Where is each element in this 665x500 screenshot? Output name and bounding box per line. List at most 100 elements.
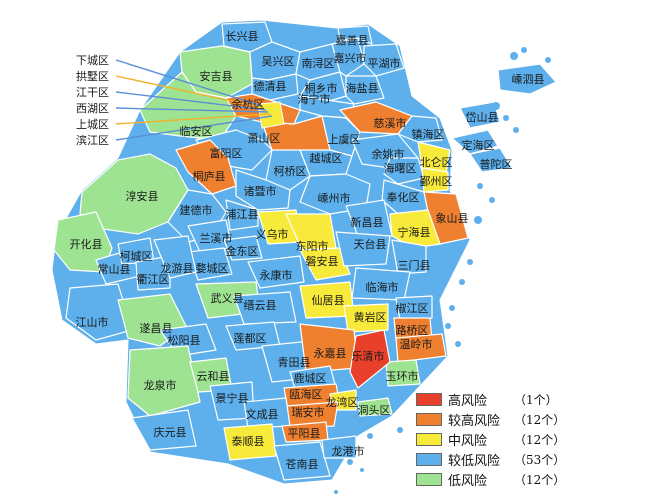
region-panan[interactable] — [299, 247, 351, 281]
region-label-jiashan: 嘉善县 — [336, 33, 369, 47]
region-haishu[interactable] — [383, 157, 425, 185]
region-label-tonglu: 桐庐县 — [193, 169, 226, 183]
legend-label: 较高风险 — [448, 414, 501, 429]
region-label-cixi: 慈溪市 — [374, 116, 407, 130]
region-label-changshan: 常山县 — [98, 263, 131, 276]
region-label-jiaojiang: 椒江区 — [396, 301, 429, 315]
region-label-wencheng: 文成县 — [246, 407, 279, 421]
legend: 高风险 （1个） 较高风险 （12个） 中风险 （12个） 较低风险 （53个）… — [416, 391, 576, 491]
region-zhuji[interactable] — [235, 169, 291, 211]
callout-leader — [115, 115, 273, 141]
region-label-cangnan: 苍南县 — [286, 458, 319, 471]
region-label-linan: 临安区 — [180, 124, 213, 138]
region-tongxiang[interactable] — [299, 71, 347, 105]
region-label-ruian: 瑞安市 — [292, 405, 325, 419]
legend-swatch-high — [416, 393, 442, 406]
region-label-luqiao: 路桥区 — [396, 324, 429, 337]
region-haiyan[interactable] — [345, 75, 385, 105]
region-pujiang[interactable] — [225, 199, 259, 231]
region-huangyan[interactable] — [343, 303, 389, 333]
legend-row-mid-low: 较低风险 （53个） — [416, 451, 565, 469]
region-longquan[interactable] — [127, 345, 201, 417]
region-label-anji: 安吉县 — [200, 69, 233, 83]
region-label-wuyi: 武义县 — [211, 292, 244, 305]
region-qingyuan[interactable] — [131, 409, 197, 451]
region-daishan[interactable] — [459, 101, 501, 129]
region-zhenhai[interactable] — [397, 115, 443, 143]
region-label-lanxi: 兰溪市 — [200, 231, 233, 245]
region-label-dongyang: 东阳市 — [296, 239, 329, 253]
island-fragment — [397, 427, 403, 433]
region-yuhuan[interactable] — [385, 359, 421, 387]
region-qujiang[interactable] — [135, 255, 171, 291]
region-xiangshan[interactable] — [423, 191, 469, 245]
region-dinghai[interactable] — [451, 129, 499, 155]
region-taishun[interactable] — [223, 423, 277, 461]
hangzhou-core-districts — [257, 101, 285, 129]
region-putuo[interactable] — [469, 147, 513, 173]
island-fragment — [521, 47, 527, 53]
legend-row-high: 高风险 （1个） — [416, 391, 558, 409]
region-label-yinzhou: 鄞州区 — [420, 175, 453, 188]
region-label-pujiang: 浦江县 — [226, 208, 259, 221]
region-label-nanxun: 南浔区 — [302, 57, 335, 70]
island-fragment — [347, 459, 353, 465]
region-yueqing[interactable] — [349, 329, 391, 389]
region-label-linhai: 临海市 — [366, 280, 399, 294]
region-jindong[interactable] — [223, 235, 263, 261]
region-label-haining: 海宁市 — [298, 92, 331, 106]
region-label-pingyang: 平阳县 — [288, 427, 321, 440]
callout-label: 滨江区 — [76, 133, 109, 147]
legend-count: （12个） — [514, 473, 566, 487]
region-label-xianju: 仙居县 — [312, 294, 345, 307]
region-label-sanmen: 三门县 — [398, 258, 431, 272]
island-fragment — [467, 259, 473, 265]
region-label-dinghai: 定海区 — [462, 138, 495, 152]
legend-row-low: 低风险 （12个） — [416, 471, 566, 489]
region-shengsi[interactable] — [497, 63, 557, 95]
region-label-xiaoshan: 萧山区 — [248, 132, 281, 145]
region-jiaojiang[interactable] — [395, 295, 433, 321]
region-pinghu[interactable] — [363, 43, 405, 77]
legend-swatch-mid-high — [416, 413, 442, 426]
region-xinchang[interactable] — [345, 199, 393, 237]
legend-label: 低风险 — [448, 474, 488, 489]
region-label-xiangshan: 象山县 — [436, 212, 469, 225]
region-label-shengzhou: 嵊州市 — [318, 191, 351, 205]
callout-leader — [115, 107, 269, 113]
region-label-wucheng: 婺城区 — [196, 262, 229, 275]
region-label-pinghu: 平湖市 — [368, 56, 401, 70]
region-sanmen[interactable] — [391, 239, 427, 275]
region-longgang[interactable] — [321, 435, 357, 459]
region-jinyun[interactable] — [233, 291, 297, 325]
region-yinzhou[interactable] — [421, 167, 449, 193]
region-label-shengsi: 嵊泗县 — [512, 73, 545, 86]
region-label-jiande: 建德市 — [180, 203, 213, 217]
region-label-fenghua: 奉化区 — [387, 190, 420, 204]
island-fragment — [489, 197, 495, 203]
island-fragment — [459, 279, 465, 285]
region-tiantai[interactable] — [335, 231, 391, 267]
region-dongtou[interactable] — [357, 397, 393, 417]
region-longyou[interactable] — [153, 235, 197, 279]
region-label-daishan: 岱山县 — [466, 110, 499, 124]
region-keqiao[interactable] — [265, 149, 311, 191]
callout-label: 拱墅区 — [76, 69, 109, 83]
region-label-yueqing: 乐清市 — [352, 349, 385, 363]
region-wenling[interactable] — [395, 333, 447, 363]
region-label-suichang: 遂昌县 — [140, 321, 173, 335]
region-label-yiwu: 义乌市 — [256, 227, 289, 241]
region-label-jiangshan: 江山市 — [76, 315, 109, 329]
legend-count: （12个） — [514, 413, 566, 427]
region-label-yuyao: 余姚市 — [372, 147, 405, 161]
region-label-yuhuan: 玉环市 — [386, 369, 419, 383]
region-label-haishu: 海曙区 — [384, 161, 417, 175]
region-jiangshan[interactable] — [65, 283, 133, 341]
region-yongkang[interactable] — [247, 255, 305, 289]
island-fragment — [513, 127, 519, 133]
region-cangnan[interactable] — [273, 441, 331, 481]
region-label-zhuji: 诸暨市 — [244, 184, 277, 198]
island-fragment — [367, 433, 373, 439]
region-jiashan[interactable] — [337, 25, 373, 45]
region-label-haiyan: 海盐县 — [346, 81, 379, 95]
